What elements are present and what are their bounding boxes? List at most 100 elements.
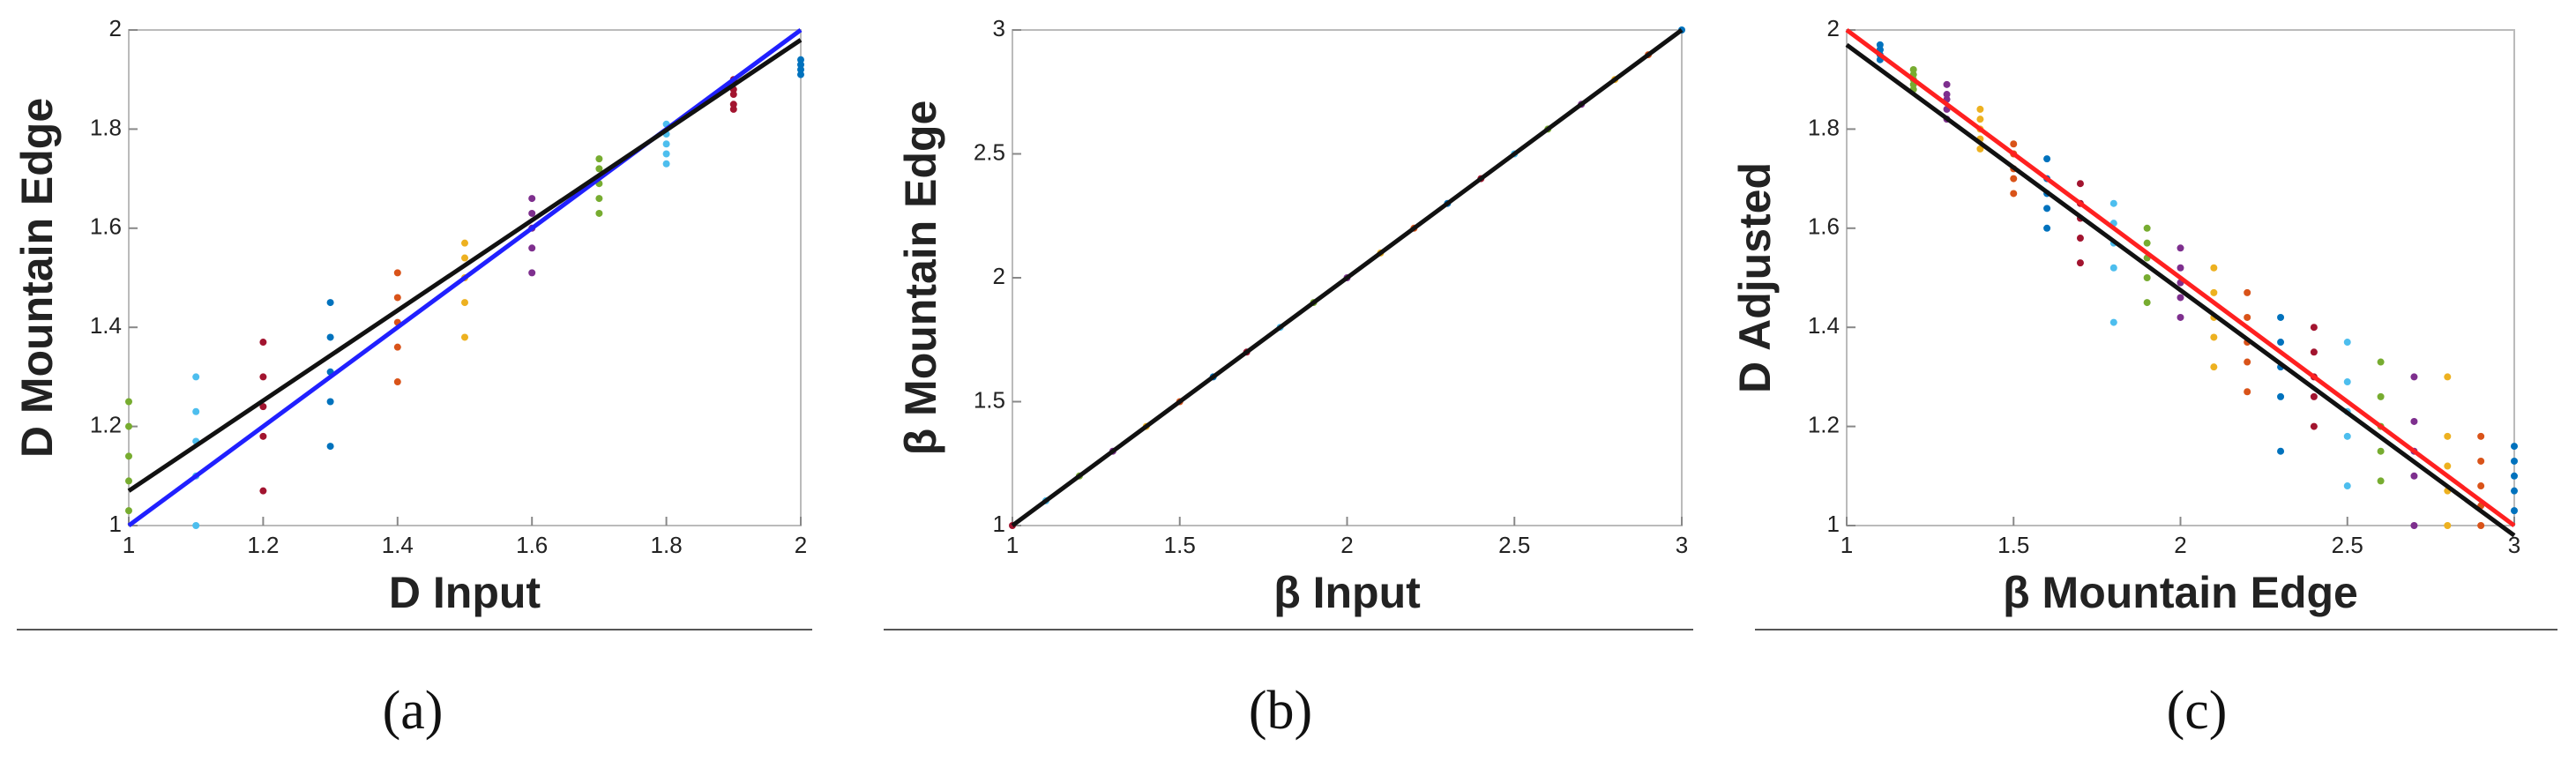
x-tick-label: 1 — [123, 532, 135, 558]
point — [393, 378, 401, 386]
x-tick-label: 1.8 — [651, 532, 683, 558]
point — [2444, 522, 2452, 529]
x-axis-label: β Mountain Edge — [2003, 568, 2358, 617]
point — [528, 195, 536, 203]
y-tick-label: 3 — [993, 15, 1005, 41]
point — [461, 239, 468, 247]
x-tick-label: 2 — [1340, 532, 1353, 558]
point — [2310, 392, 2318, 400]
x-tick-label: 2.5 — [1498, 532, 1530, 558]
point — [797, 61, 804, 69]
point — [2477, 482, 2485, 490]
point — [1876, 41, 1884, 48]
point — [2143, 224, 2151, 232]
x-tick-label: 2.5 — [2332, 532, 2363, 558]
y-tick-label: 1.4 — [1808, 312, 1840, 339]
x-tick-label: 1.6 — [516, 532, 548, 558]
point — [1909, 65, 1917, 73]
x-tick-label: 1 — [1841, 532, 1853, 558]
panel-caption: (b) — [1249, 681, 1312, 741]
point — [2177, 294, 2184, 302]
point — [2076, 259, 2084, 267]
point — [729, 101, 737, 108]
point — [393, 343, 401, 351]
point — [259, 432, 267, 440]
y-tick-label: 1.2 — [90, 411, 122, 437]
point — [2010, 190, 2018, 198]
y-tick-label: 2.5 — [974, 138, 1005, 165]
point — [2444, 462, 2452, 470]
x-tick-label: 1.5 — [1997, 532, 2029, 558]
point — [259, 403, 267, 411]
point — [2310, 348, 2318, 356]
point — [2109, 318, 2117, 326]
point — [2076, 235, 2084, 242]
y-tick-label: 1 — [1827, 511, 1840, 537]
point — [662, 140, 670, 148]
x-tick-label: 1.4 — [382, 532, 414, 558]
point — [2277, 447, 2285, 455]
point — [393, 269, 401, 277]
point — [2343, 339, 2351, 347]
point — [2511, 487, 2518, 495]
point — [326, 333, 334, 341]
point — [2511, 507, 2518, 515]
y-tick-label: 2 — [1827, 15, 1840, 41]
point — [2511, 443, 2518, 451]
y-axis-label: β Mountain Edge — [896, 101, 945, 456]
x-tick-label: 2 — [795, 532, 807, 558]
point — [125, 507, 132, 515]
point — [662, 160, 670, 168]
point — [125, 477, 132, 485]
point — [259, 373, 267, 381]
point — [192, 522, 200, 529]
point — [1976, 145, 1984, 153]
x-axis-label: β Input — [1273, 568, 1421, 617]
point — [125, 452, 132, 460]
x-tick-label: 1 — [1006, 532, 1019, 558]
fit-line — [127, 27, 803, 528]
y-tick-label: 1.8 — [1808, 114, 1840, 140]
point — [2210, 288, 2218, 296]
point — [595, 165, 603, 173]
point — [125, 398, 132, 406]
point — [2143, 274, 2151, 281]
point — [1943, 91, 1951, 99]
x-tick-label: 1.5 — [1164, 532, 1196, 558]
point — [797, 56, 804, 63]
fit-line — [1011, 27, 1684, 528]
fit-line — [1845, 42, 2516, 538]
point — [2210, 264, 2218, 272]
point — [2177, 313, 2184, 321]
point — [393, 294, 401, 302]
x-tick-label: 1.2 — [247, 532, 279, 558]
point — [125, 422, 132, 430]
point — [2410, 522, 2418, 529]
point — [2410, 417, 2418, 425]
y-tick-label: 1.6 — [1808, 213, 1840, 240]
point — [2277, 339, 2285, 347]
point — [2377, 392, 2385, 400]
fit-line — [127, 38, 803, 493]
y-tick-label: 1.8 — [90, 114, 122, 140]
point — [1943, 80, 1951, 88]
point — [2177, 244, 2184, 252]
y-tick-label: 1.4 — [90, 312, 122, 339]
y-axis-label: D Mountain Edge — [12, 98, 62, 458]
point — [2377, 477, 2385, 485]
y-tick-label: 1.5 — [974, 386, 1005, 413]
x-tick-label: 2 — [2174, 532, 2186, 558]
point — [2377, 447, 2385, 455]
x-axis-label: D Input — [389, 568, 541, 617]
point — [2109, 199, 2117, 207]
point — [2511, 457, 2518, 465]
point — [259, 339, 267, 347]
point — [2210, 363, 2218, 371]
point — [2410, 472, 2418, 480]
point — [528, 269, 536, 277]
point — [192, 407, 200, 415]
point — [2043, 155, 2051, 163]
y-tick-label: 2 — [109, 15, 122, 41]
x-tick-label: 3 — [2508, 532, 2520, 558]
